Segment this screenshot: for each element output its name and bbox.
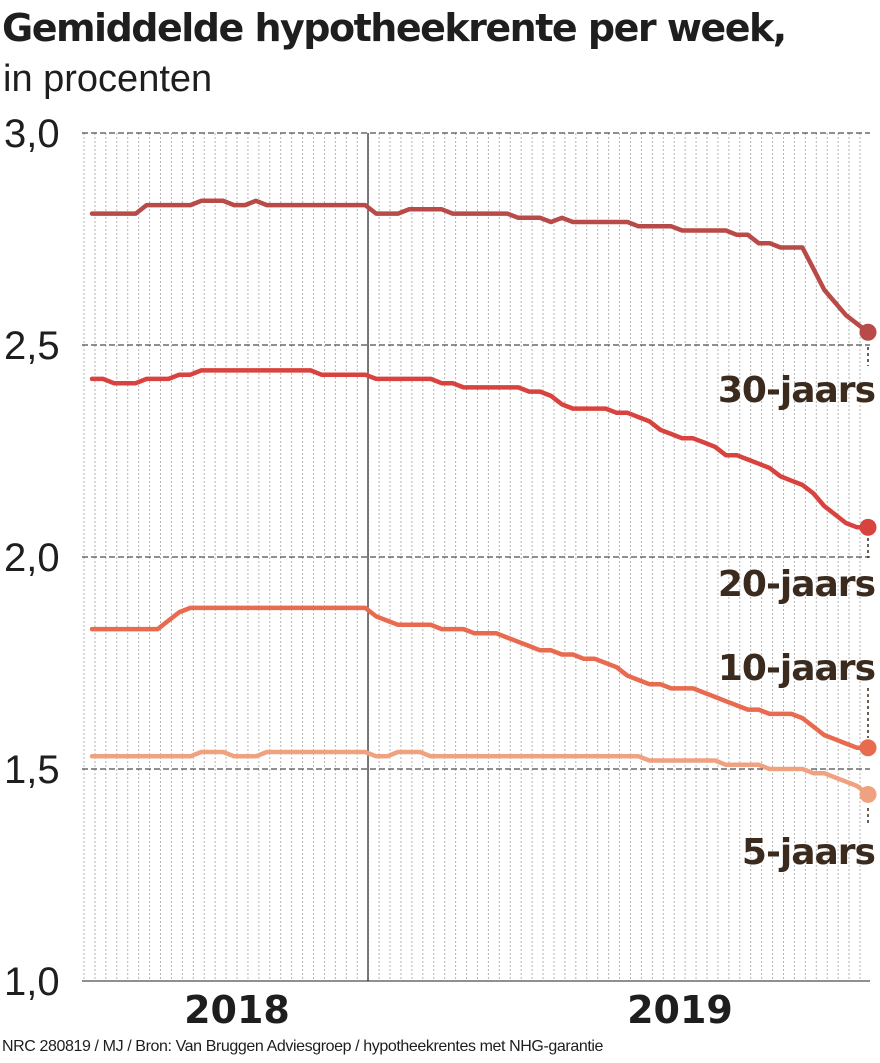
y-tick-label: 1,5 xyxy=(4,748,60,792)
source-footer: NRC 280819 / MJ / Bron: Van Bruggen Advi… xyxy=(2,1038,604,1055)
series-label: 10-jaars xyxy=(718,648,875,689)
series-line xyxy=(89,605,871,751)
series-line xyxy=(89,749,871,797)
series-lines xyxy=(89,198,877,803)
x-axis: 2018 2019 xyxy=(184,988,733,1032)
x-tick-label: 2019 xyxy=(627,988,733,1032)
chart-subtitle: in procenten xyxy=(3,58,213,100)
y-tick-label: 1,0 xyxy=(4,960,60,1004)
y-tick-label: 3,0 xyxy=(4,112,60,156)
x-tick-label: 2018 xyxy=(184,988,290,1032)
series-labels: 30-jaars 20-jaars 10-jaars 5-jaars xyxy=(718,347,876,873)
chart-title: Gemiddelde hypotheekrente per week, xyxy=(2,6,787,50)
series-line xyxy=(89,368,871,530)
series-line xyxy=(89,198,871,335)
series-label: 30-jaars xyxy=(718,370,875,411)
series-end-dot xyxy=(859,518,877,536)
y-tick-label: 2,0 xyxy=(4,536,60,580)
series-end-dot xyxy=(859,785,877,803)
series-end-dot xyxy=(859,739,877,757)
series-end-dot xyxy=(859,323,877,341)
y-axis: 3,0 2,5 2,0 1,5 1,0 xyxy=(4,112,870,1004)
y-tick-label: 2,5 xyxy=(4,324,60,368)
series-label: 5-jaars xyxy=(742,832,875,873)
series-label: 20-jaars xyxy=(718,564,875,605)
line-chart: 3,0 2,5 2,0 1,5 1,0 2018 2019 30-jaars 20-jaar… xyxy=(4,112,877,1032)
